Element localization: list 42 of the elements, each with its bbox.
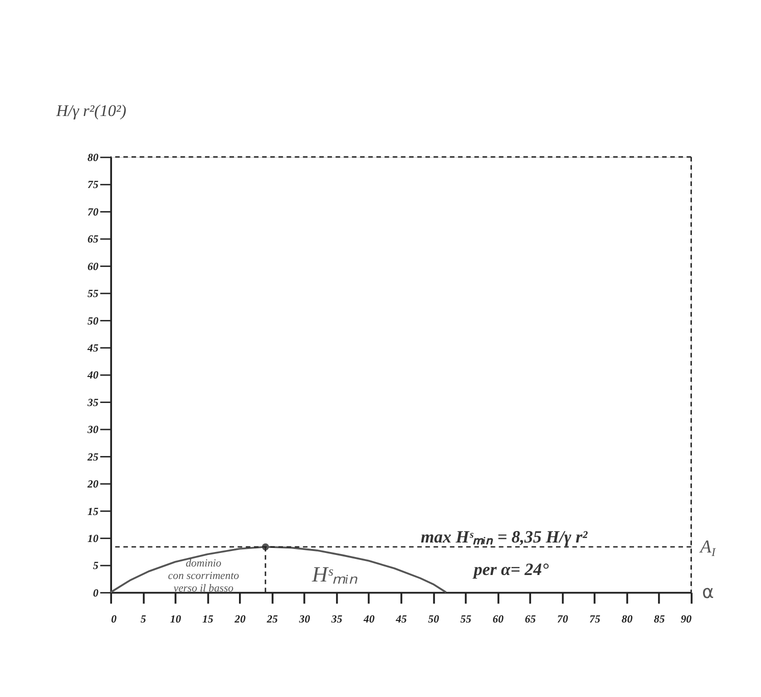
y-tick-label: 15 [88, 506, 99, 518]
y-tick-label: 40 [86, 370, 99, 382]
x-tick-label: 10 [170, 614, 182, 626]
x-tick-label: 85 [654, 614, 666, 626]
y-tick-label: 80 [88, 152, 99, 164]
x-tick-label: 40 [362, 614, 376, 626]
y-tick-label: 65 [88, 234, 99, 246]
y-tick-label: 60 [88, 260, 99, 273]
x-tick-label: 5 [140, 614, 147, 626]
annotation: max Hˢₘᵢₙ = 8,35 H/γ r² [420, 527, 588, 546]
x-tick-label: 0 [111, 614, 118, 626]
y-tick-label: 5 [92, 560, 99, 572]
series-label: Hˢₘᵢₙ [311, 562, 358, 587]
x-tick-label: 75 [589, 614, 601, 626]
y-tick-label: 10 [88, 532, 99, 545]
y-tick-label: 25 [86, 451, 99, 464]
y-axis-title: H/γ r²(10²) [55, 101, 126, 120]
y-tick-label: 20 [86, 478, 99, 491]
y-tick-label: 55 [88, 288, 99, 300]
x-tick-label: 20 [234, 614, 246, 626]
x-axis-title: α [702, 582, 714, 603]
annotation: dominio con scorrimento verso il basso [168, 557, 240, 595]
y-tick-label: 45 [86, 342, 99, 354]
x-tick-label: 65 [524, 614, 536, 626]
x-tick-label: 25 [266, 614, 278, 626]
x-tick-label: 45 [394, 614, 408, 626]
x-tick-label: 55 [460, 614, 472, 626]
x-tick-label: 70 [557, 614, 569, 626]
y-tick-label: 0 [92, 587, 99, 600]
y-tick-label: 50 [88, 315, 99, 328]
x-tick-label: 50 [428, 614, 440, 626]
x-tick-label: 35 [330, 614, 343, 626]
y-tick-label: 70 [88, 206, 99, 218]
x-tick-label: 90 [680, 614, 692, 626]
x-tick-label: 60 [492, 614, 504, 626]
annotation: per α= 24° [472, 560, 549, 580]
x-tick-label: 15 [202, 614, 214, 626]
y-tick-label: 75 [88, 179, 99, 192]
y-tick-label: 30 [86, 424, 99, 436]
x-tick-label: 80 [622, 614, 634, 626]
x-tick-label: 30 [298, 614, 311, 626]
y-tick-label: 35 [86, 396, 99, 409]
